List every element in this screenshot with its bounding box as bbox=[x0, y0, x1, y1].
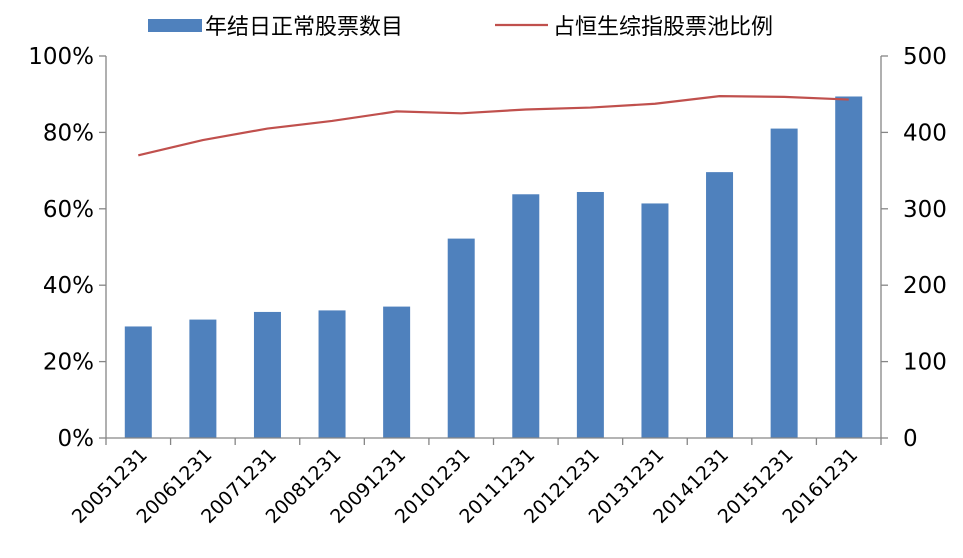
bar bbox=[576, 191, 604, 438]
left-axis-ticks: 0% 20% 40% 60% 80% 100% bbox=[28, 44, 106, 452]
bar bbox=[253, 311, 281, 438]
bar bbox=[512, 194, 540, 438]
left-tick-label: 60% bbox=[43, 197, 94, 223]
axes bbox=[105, 56, 882, 439]
bar bbox=[383, 306, 411, 438]
series-line bbox=[138, 95, 849, 157]
bar-series bbox=[124, 96, 863, 439]
bar bbox=[641, 203, 669, 438]
right-axis-ticks: 0 100 200 300 400 500 bbox=[881, 44, 947, 452]
right-tick-label: 300 bbox=[903, 197, 947, 223]
legend: 年结日正常股票数目 占恒生综指股票池比例 bbox=[148, 15, 773, 40]
left-tick-label: 100% bbox=[28, 44, 94, 70]
right-tick-label: 400 bbox=[903, 120, 947, 146]
legend-label-bar: 年结日正常股票数目 bbox=[205, 15, 403, 40]
bar bbox=[447, 238, 475, 438]
left-tick-label: 40% bbox=[43, 273, 94, 299]
x-axis-ticks: 2005123120061231200712312008123120091231… bbox=[68, 438, 882, 528]
left-tick-label: 20% bbox=[43, 350, 94, 376]
left-tick-label: 80% bbox=[43, 120, 94, 146]
bar bbox=[770, 128, 798, 438]
line-series bbox=[138, 95, 849, 157]
bar bbox=[706, 172, 734, 438]
bar bbox=[318, 310, 346, 438]
bar bbox=[189, 319, 217, 438]
left-tick-label: 0% bbox=[58, 426, 95, 452]
right-tick-label: 500 bbox=[903, 44, 947, 70]
right-tick-label: 100 bbox=[903, 350, 947, 376]
bar bbox=[124, 326, 152, 438]
right-tick-label: 200 bbox=[903, 273, 947, 299]
legend-label-line: 占恒生综指股票池比例 bbox=[553, 15, 773, 40]
bar bbox=[835, 96, 863, 439]
right-tick-label: 0 bbox=[903, 426, 918, 452]
legend-swatch-bar bbox=[148, 19, 202, 32]
